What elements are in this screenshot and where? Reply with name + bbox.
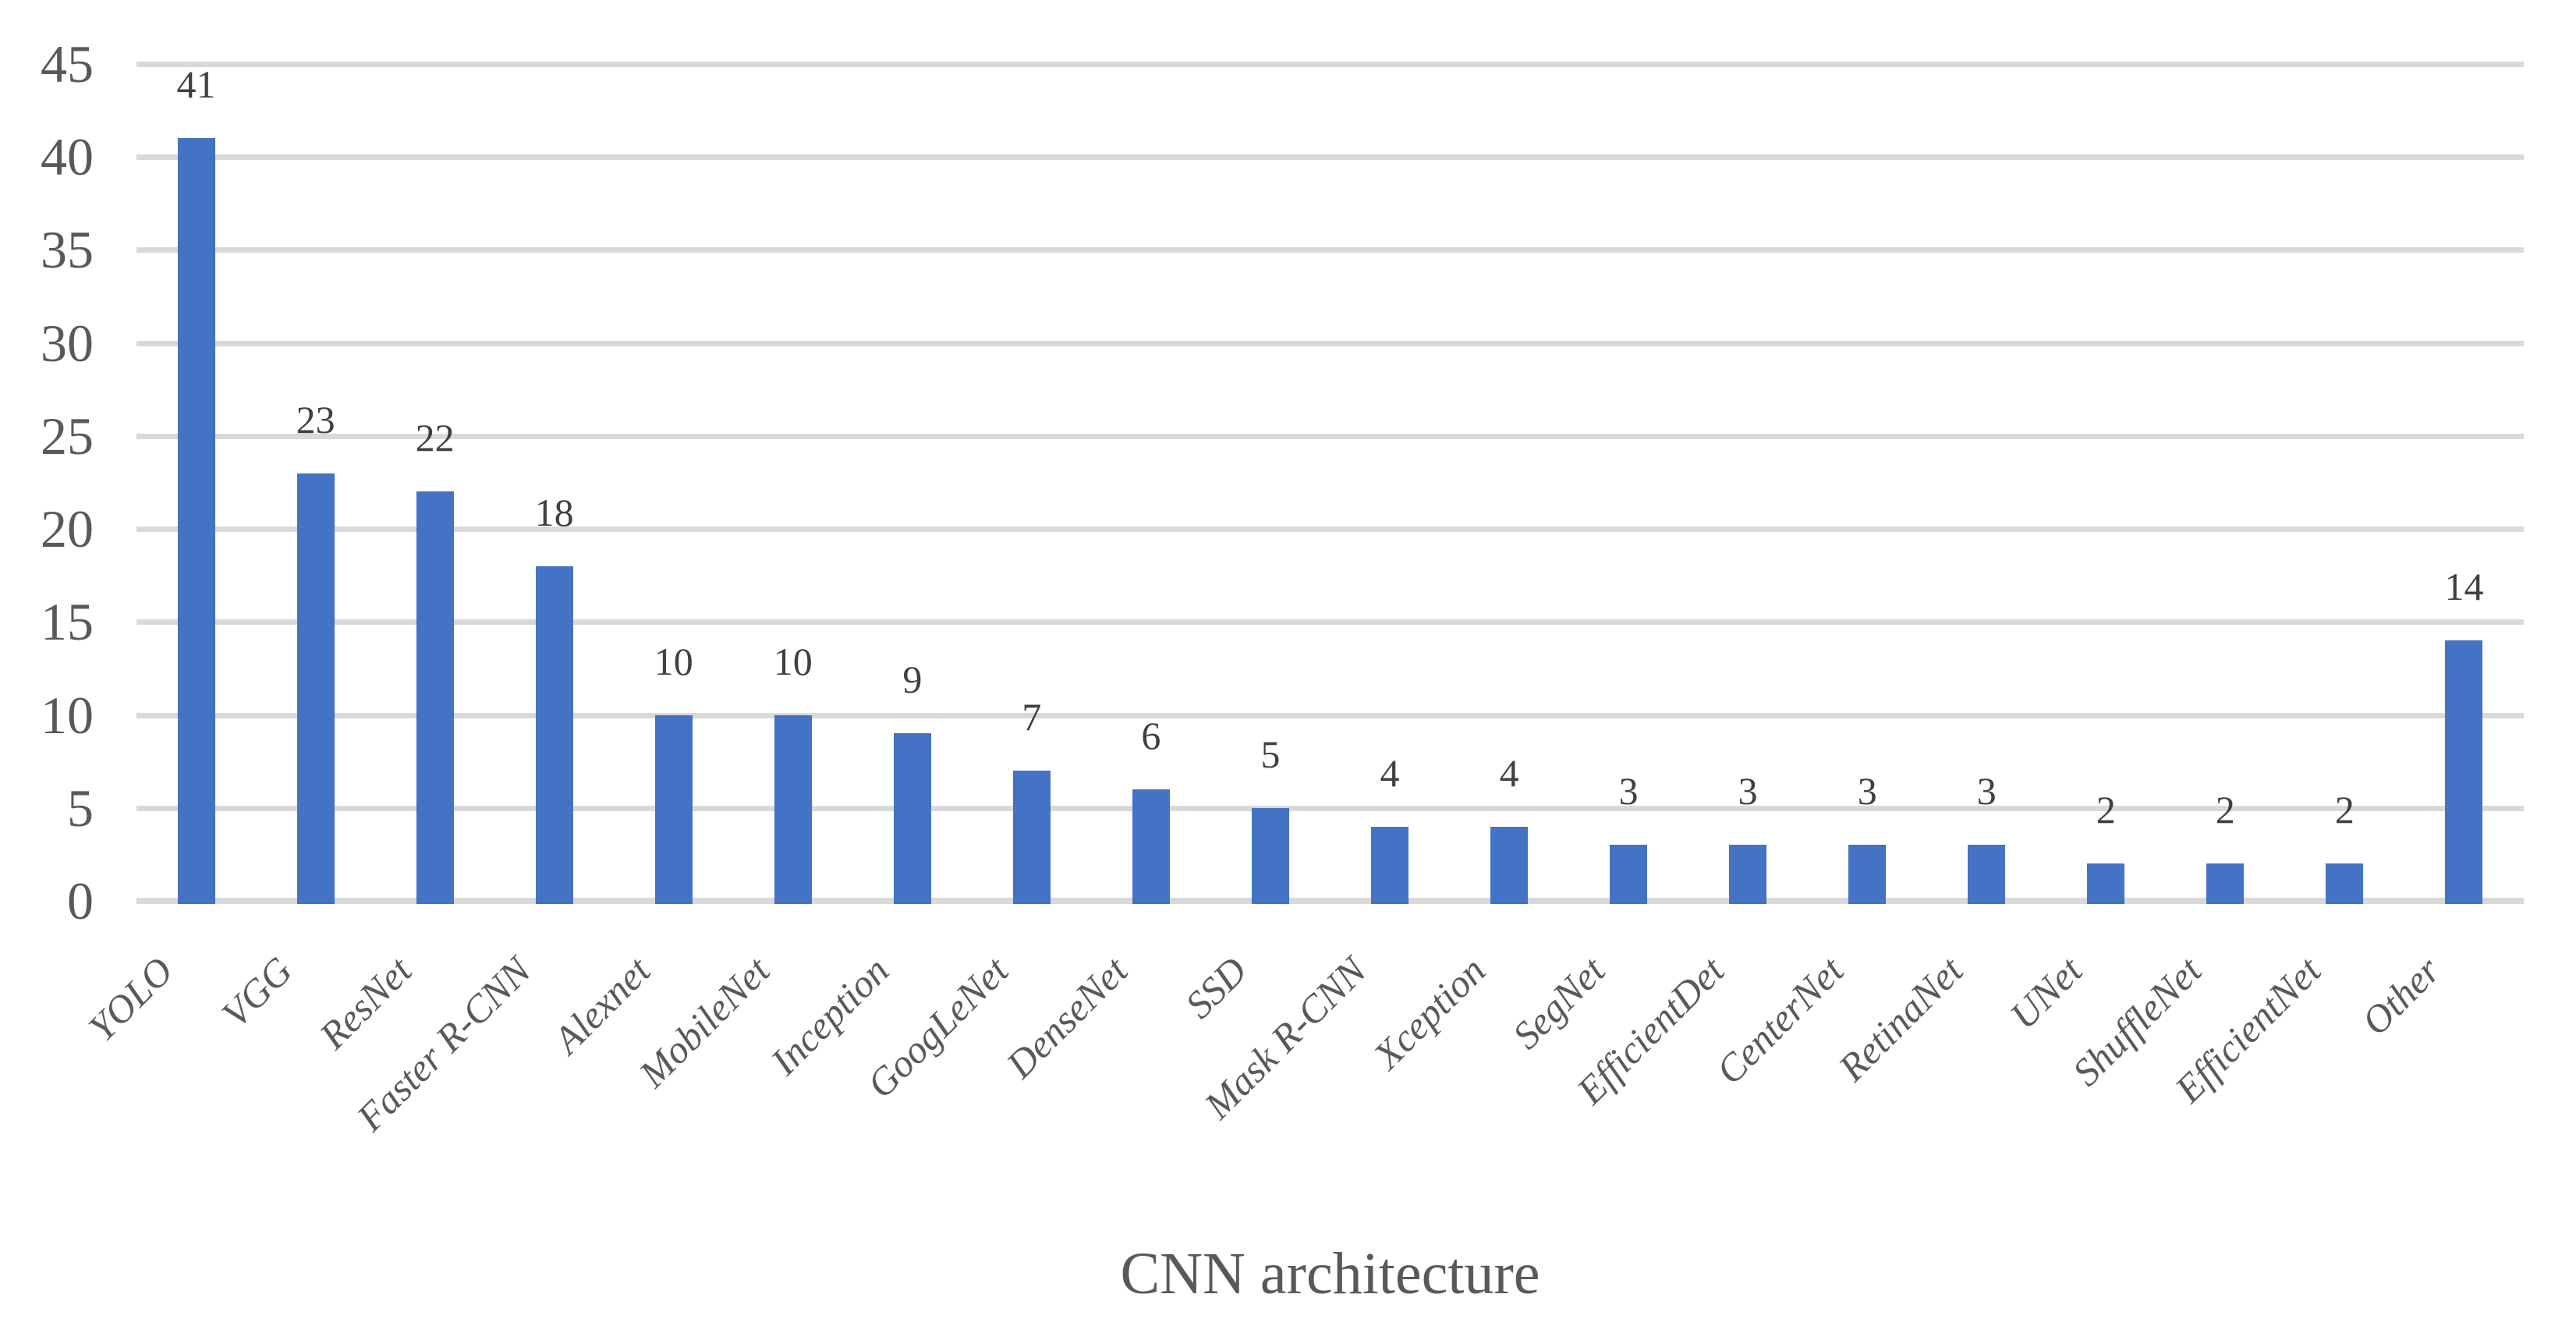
x-axis-title: CNN architecture bbox=[1120, 1241, 1540, 1306]
gridline bbox=[136, 340, 2524, 346]
bar-value-label: 14 bbox=[2444, 565, 2484, 609]
bar-resnet bbox=[416, 491, 454, 904]
bar-retinanet bbox=[1968, 845, 2006, 904]
y-tick-label: 15 bbox=[41, 592, 94, 652]
bar-xception bbox=[1490, 826, 1529, 904]
bar-value-label: 6 bbox=[1141, 713, 1161, 757]
bar-efficientdet bbox=[1729, 845, 1767, 904]
y-tick-label: 10 bbox=[41, 685, 94, 745]
bar-mobilenet bbox=[774, 714, 812, 904]
gridline bbox=[136, 154, 2524, 161]
bar-value-label: 10 bbox=[654, 639, 693, 683]
bar-centernet bbox=[1848, 845, 1887, 904]
bar-value-label: 41 bbox=[176, 62, 216, 107]
bar-value-label: 9 bbox=[902, 658, 923, 702]
bar-value-label: 4 bbox=[1380, 750, 1400, 795]
bar-value-label: 3 bbox=[1857, 769, 1877, 814]
bar-shufflenet bbox=[2206, 863, 2245, 904]
bar-value-label: 2 bbox=[2096, 788, 2116, 832]
bar-value-label: 23 bbox=[296, 397, 335, 441]
bar-yolo bbox=[177, 138, 215, 904]
y-tick-label: 20 bbox=[41, 499, 94, 559]
y-tick-label: 25 bbox=[41, 406, 94, 466]
bar-value-label: 10 bbox=[773, 639, 813, 683]
bar-unet bbox=[2087, 863, 2125, 904]
bar-googlenet bbox=[1012, 771, 1051, 904]
bar-ssd bbox=[1251, 807, 1289, 904]
gridline bbox=[136, 247, 2524, 254]
bar-value-label: 18 bbox=[534, 490, 574, 534]
gridline bbox=[136, 433, 2524, 439]
bar-value-label: 7 bbox=[1022, 695, 1042, 739]
bar-segnet bbox=[1610, 845, 1648, 904]
bar-value-label: 3 bbox=[1976, 769, 1997, 814]
gridline bbox=[136, 62, 2524, 67]
y-tick-label: 0 bbox=[67, 871, 94, 931]
bar-value-label: 22 bbox=[415, 416, 455, 460]
gridline bbox=[136, 619, 2524, 626]
bar-alexnet bbox=[654, 714, 693, 904]
bar-efficientnet bbox=[2326, 863, 2364, 904]
bar-other bbox=[2445, 640, 2483, 904]
bar-value-label: 4 bbox=[1499, 750, 1519, 795]
y-tick-label: 45 bbox=[41, 34, 94, 94]
bar-value-label: 3 bbox=[1618, 769, 1639, 814]
bar-value-label: 3 bbox=[1738, 769, 1758, 814]
bar-inception bbox=[893, 733, 931, 904]
y-tick-label: 5 bbox=[67, 778, 94, 838]
bar-mask-r-cnn bbox=[1371, 826, 1409, 904]
x-axis-line bbox=[136, 898, 2524, 904]
bar-densenet bbox=[1132, 789, 1170, 904]
gridline bbox=[136, 805, 2524, 811]
y-tick-label: 30 bbox=[41, 313, 94, 373]
bar-value-label: 2 bbox=[2334, 788, 2355, 832]
bar-value-label: 2 bbox=[2215, 788, 2235, 832]
y-tick-label: 40 bbox=[41, 127, 94, 187]
bar-value-label: 5 bbox=[1260, 732, 1281, 776]
bar-faster-r-cnn bbox=[535, 566, 573, 904]
gridline bbox=[136, 526, 2524, 533]
bar-vgg bbox=[296, 473, 335, 904]
y-tick-label: 35 bbox=[41, 220, 94, 280]
gridline bbox=[136, 712, 2524, 718]
